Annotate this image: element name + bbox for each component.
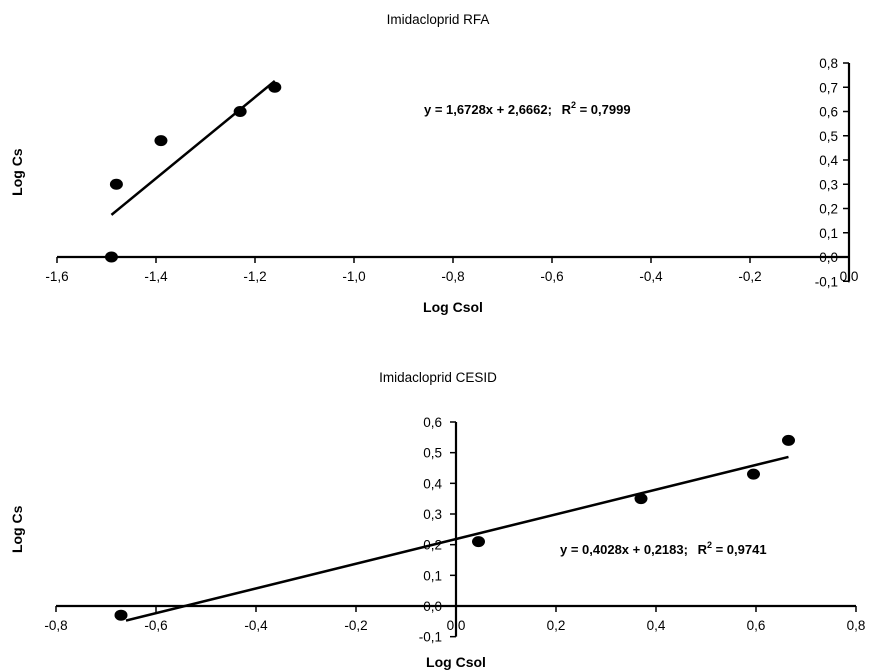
y-tick-label: 0,1	[423, 568, 442, 583]
x-tick-label: 0,0	[447, 618, 466, 633]
y-tick-label: -0,1	[815, 274, 838, 289]
r-squared-value: = 0,7999	[576, 102, 631, 117]
r-squared-superscript: 2	[571, 100, 576, 110]
x-tick-label: -0,4	[244, 618, 268, 633]
data-point	[268, 81, 282, 93]
y-tick-label: 0,8	[819, 56, 838, 71]
x-tick-label: -0,6	[540, 269, 563, 284]
y-tick-label: 0,0	[819, 250, 838, 265]
data-point	[782, 434, 795, 446]
chart-rfa: Imidacloprid RFA -1,6 -1,4 -1,2 -1,0 -0,8 -0,6…	[9, 12, 859, 315]
trendline-equation: y = 0,4028x + 0,2183; R2 = 0,9741	[560, 540, 767, 557]
x-tick-label: 0,2	[547, 618, 566, 633]
x-axis-label: Log Csol	[426, 654, 486, 670]
y-tick-label: -0,1	[419, 630, 442, 645]
trendline-equation: y = 1,6728x + 2,6662; R2 = 0,7999	[424, 100, 631, 117]
x-tick-label: -0,2	[738, 269, 761, 284]
equation-text: y = 0,4028x + 0,2183;	[560, 542, 692, 557]
trendline	[125, 455, 789, 622]
x-tick-label: -1,0	[342, 269, 365, 284]
y-tick-label: 0,5	[423, 446, 442, 461]
x-axis-label: Log Csol	[423, 299, 483, 315]
data-point	[104, 251, 118, 263]
y-axis-label: Log Cs	[9, 148, 25, 196]
x-tick-label: -0,8	[441, 269, 464, 284]
trendline	[110, 80, 276, 216]
data-point	[747, 468, 760, 480]
x-tick-label: 0,6	[747, 618, 766, 633]
x-tick-label: -0,4	[639, 269, 663, 284]
y-tick-label: 0,7	[819, 80, 838, 95]
x-tick-label: 0,8	[847, 618, 866, 633]
y-tick-label: 0,6	[819, 105, 838, 120]
x-tick-label: 0,0	[840, 269, 859, 284]
data-point	[154, 135, 168, 147]
x-tick-label: -0,6	[144, 618, 167, 633]
r-squared-label: R	[562, 102, 572, 117]
y-tick-label: 0,5	[819, 129, 838, 144]
equation-text: y = 1,6728x + 2,6662;	[424, 102, 556, 117]
y-tick-label: 0,4	[423, 476, 442, 491]
x-tick-label: -0,2	[344, 618, 367, 633]
y-tick-label: 0,3	[819, 177, 838, 192]
y-tick-label: 0,3	[423, 507, 442, 522]
x-tick-label: -1,6	[45, 269, 68, 284]
chart-title: Imidacloprid CESID	[379, 370, 497, 385]
y-tick-label: 0,2	[819, 202, 838, 217]
chart-title: Imidacloprid RFA	[387, 12, 490, 27]
y-tick-label: 0,6	[423, 415, 442, 430]
y-tick-label: 0,4	[819, 153, 838, 168]
y-tick-label: 0,1	[819, 226, 838, 241]
r-squared-superscript: 2	[707, 540, 712, 550]
data-point	[109, 178, 123, 190]
data-point	[472, 536, 485, 548]
data-point	[634, 493, 648, 505]
x-tick-label: -1,2	[243, 269, 266, 284]
x-tick-label: -0,8	[44, 618, 67, 633]
data-point	[114, 609, 128, 621]
y-tick-label: 0,0	[423, 599, 442, 614]
y-axis-label: Log Cs	[9, 505, 25, 553]
x-tick-label: -1,4	[144, 269, 168, 284]
x-tick-label: 0,4	[647, 618, 666, 633]
r-squared-label: R	[698, 542, 708, 557]
r-squared-value: = 0,9741	[712, 542, 767, 557]
chart-cesid: Imidacloprid CESID -0,8 -0,6 -0,4 -0,2 0,0 0,2…	[9, 370, 866, 670]
data-point	[233, 106, 247, 117]
